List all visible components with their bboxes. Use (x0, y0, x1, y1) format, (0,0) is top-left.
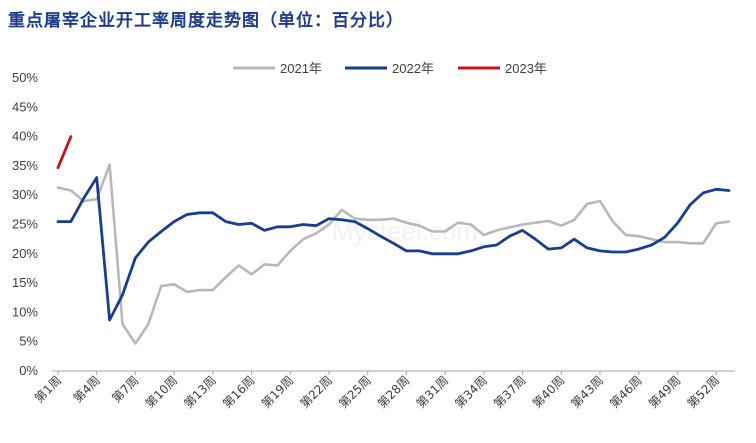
x-tick-label: 第1周 (32, 373, 64, 405)
y-tick-label: 25% (12, 217, 38, 232)
y-tick-label: 40% (12, 129, 38, 144)
y-tick-label: 0% (19, 363, 38, 378)
legend-label-1: 2021年 (280, 61, 322, 76)
y-tick-label: 20% (12, 246, 38, 261)
y-tick-label: 10% (12, 304, 38, 319)
legend-label-2: 2022年 (392, 61, 434, 76)
x-tick-label: 第46周 (607, 373, 645, 411)
series-line-2 (56, 176, 731, 322)
x-tick-label: 第37周 (491, 373, 529, 411)
y-axis: 0% 5% 10% 15% 20% 25% 30% 35% 40% 45% 50% (12, 70, 38, 378)
legend: 2021年 2022年 2023年 (233, 61, 547, 76)
x-tick-label: 第22周 (297, 373, 335, 411)
y-tick-label: 45% (12, 99, 38, 114)
x-tick-label: 第13周 (181, 373, 219, 411)
x-tick-label: 第10周 (143, 373, 181, 411)
x-tick-label: 第25周 (336, 373, 374, 411)
x-tick-label: 第4周 (71, 373, 103, 405)
x-tick-label: 第43周 (568, 373, 606, 411)
y-tick-label: 50% (12, 70, 38, 85)
series-line-1 (56, 163, 731, 345)
series-group (56, 135, 731, 345)
series-line-3 (56, 135, 73, 170)
x-tick-label: 第19周 (259, 373, 297, 411)
x-tick-label: 第16周 (220, 373, 258, 411)
x-tick-label: 第7周 (109, 373, 141, 405)
x-tick-label: 第49周 (646, 373, 684, 411)
x-axis: 第1周 第4周 第7周 第10周 第13周 第16周 第19周 第22周 第25周 第28周 第31… (32, 370, 735, 411)
y-tick-label: 5% (19, 334, 38, 349)
x-tick-label: 第52周 (685, 373, 723, 411)
legend-label-3: 2023年 (505, 61, 547, 76)
y-tick-label: 15% (12, 275, 38, 290)
y-tick-label: 35% (12, 158, 38, 173)
x-tick-label: 第34周 (452, 373, 490, 411)
x-tick-label: 第40周 (530, 373, 568, 411)
x-tick-label: 第31周 (414, 373, 452, 411)
y-tick-label: 30% (12, 187, 38, 202)
x-tick-label: 第28周 (375, 373, 413, 411)
chart-title: 重点屠宰企业开工率周度走势图（单位：百分比） (8, 11, 404, 31)
